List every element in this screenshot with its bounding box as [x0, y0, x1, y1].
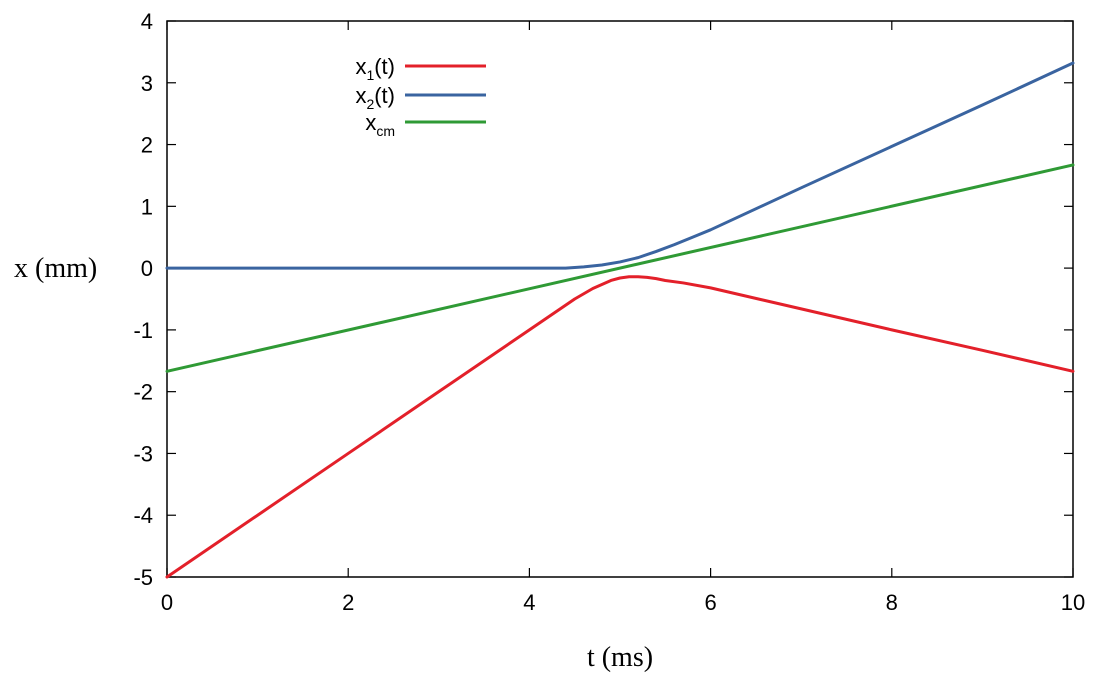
legend-label-1: x1(t)	[355, 54, 395, 83]
legend-main: x	[365, 110, 376, 135]
y-tick-label: 2	[141, 133, 153, 158]
y-tick-label: 3	[141, 71, 153, 96]
x-tick-label: 0	[161, 590, 173, 615]
legend-tail: (t)	[374, 83, 395, 108]
axis-tick-labels: 0 2 4 6 8 10 -5 -4 -3 -2 -1 0 1 2 3 4	[133, 9, 1085, 615]
legend-subscript: 2	[366, 96, 374, 112]
y-tick-label: 4	[141, 9, 153, 34]
series-line-cm	[165, 163, 1075, 373]
legend-label-cm: xcm	[365, 110, 395, 139]
legend-subscript: cm	[376, 123, 395, 139]
plot-frame	[166, 20, 1074, 578]
series-line-1	[165, 275, 1075, 579]
x-tick-label: 10	[1061, 590, 1085, 615]
y-axis-label: x (mm)	[14, 253, 97, 284]
series-line-2	[165, 61, 1075, 270]
y-tick-label: 0	[141, 256, 153, 281]
y-tick-label: -5	[133, 565, 153, 590]
legend-tail: (t)	[374, 54, 395, 79]
y-tick-label: -3	[133, 441, 153, 466]
y-tick-label: -1	[133, 318, 153, 343]
axis-ticks	[166, 20, 1074, 578]
legend-main: x	[355, 54, 366, 79]
legend-main: x	[355, 83, 366, 108]
y-tick-label: -2	[133, 380, 153, 405]
y-tick-label: 1	[141, 194, 153, 219]
x-axis-label: t (ms)	[587, 642, 653, 673]
x-tick-label: 6	[704, 590, 716, 615]
y-tick-label: -4	[133, 503, 153, 528]
legend: x1(t)x2(t)xcm	[355, 54, 486, 139]
x-tick-label: 4	[523, 590, 535, 615]
legend-label-2: x2(t)	[355, 83, 395, 112]
legend-subscript: 1	[366, 67, 374, 83]
x-tick-label: 2	[342, 590, 354, 615]
x-tick-label: 8	[886, 590, 898, 615]
series-layer	[165, 61, 1075, 579]
